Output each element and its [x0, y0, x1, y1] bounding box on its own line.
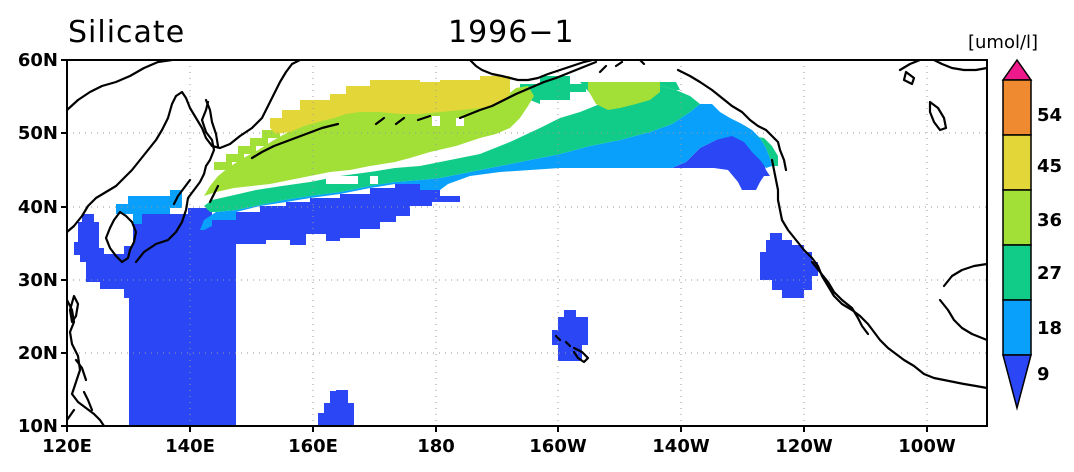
silicate-cell-group-gulf-alaska-north [588, 82, 660, 110]
silicate-region-lt9 [74, 132, 818, 426]
coastline-baja [810, 260, 870, 336]
silicate-cell-group-hawaii [552, 310, 588, 361]
units-label: [umol/l] [968, 32, 1038, 53]
silicate-region-9-18 [116, 104, 772, 230]
coastlines [67, 60, 987, 426]
coastline-korea [104, 210, 138, 264]
coastline-china-south [67, 298, 106, 426]
lon-label-120w: 120W [775, 436, 833, 457]
lon-label-140e: 140E [165, 436, 215, 457]
silicate-cell-group-subarctic-front [200, 104, 772, 230]
colorbar-top-triangle [1001, 58, 1033, 81]
colorbar: 54 45 36 27 18 9 [1001, 58, 1062, 411]
colorbar-label-36: 36 [1037, 210, 1062, 231]
silicate-cell-group-coast-band [752, 136, 778, 166]
lon-label-100w: 100W [898, 436, 956, 457]
colorbar-seg-18-27 [1002, 244, 1032, 301]
colorbar-label-9: 9 [1037, 364, 1050, 385]
coastline-philippines [74, 358, 94, 412]
lat-label-50n: 50N [18, 123, 58, 144]
colorbar-seg-9-18 [1002, 299, 1032, 356]
silicate-region-36-45 [270, 76, 510, 134]
lat-label-40n: 40N [18, 197, 58, 218]
colorbar-seg-27-36 [1002, 189, 1032, 246]
silicate-field [67, 60, 987, 426]
silicate-cell-group-west-pacific [74, 184, 460, 426]
variable-title: Silicate [68, 15, 185, 50]
lat-label-60n: 60N [18, 50, 58, 71]
coastline-aleutians [250, 60, 598, 160]
plot-frame [66, 59, 988, 427]
colorbar-bottom-triangle [1002, 354, 1032, 411]
field-gap-d [370, 176, 378, 184]
silicate-cell-group-western-subarctic [204, 86, 534, 196]
lon-label-160w: 160W [529, 436, 587, 457]
lat-label-20n: 20N [18, 343, 58, 364]
map-plot-area: 120E 140E 160E 180 160W 140W 120W 100W 1… [18, 50, 988, 457]
colorbar-label-18: 18 [1037, 318, 1062, 339]
colorbar-label-45: 45 [1037, 156, 1062, 177]
lon-label-140w: 140W [652, 436, 710, 457]
silicate-cell-group-emperor [318, 390, 354, 426]
silicate-cell-group-core [270, 76, 510, 134]
lon-label-160e: 160E [288, 436, 338, 457]
coastline-east-asia [67, 60, 302, 234]
coastline-gulf-mexico [938, 262, 987, 342]
lon-label-120e: 120E [42, 436, 92, 457]
lat-label-10n: 10N [18, 416, 58, 437]
coastline-alaska [468, 60, 788, 172]
colorbar-label-54: 54 [1037, 105, 1062, 126]
colorbar-seg-36-45 [1002, 134, 1032, 191]
silicate-cell-group-alaska-gyre [672, 132, 770, 190]
coastline-hawaii [554, 334, 590, 364]
colorbar-seg-45-54 [1002, 79, 1032, 136]
lon-axis-labels: 120E 140E 160E 180 160W 140W 120W 100W [42, 436, 956, 457]
silicate-region-27-36 [204, 82, 660, 196]
date-title: 1996−1 [448, 15, 575, 50]
coastline-canada-north [898, 60, 987, 132]
colorbar-label-27: 27 [1037, 263, 1062, 284]
coastline-north-america-west [770, 158, 987, 390]
graticule [67, 60, 987, 426]
silicate-cell-group-okhotsk-edge [214, 130, 280, 170]
lat-label-30n: 30N [18, 270, 58, 291]
field-gap-c [326, 176, 358, 184]
silicate-cell-group-japan-sea [116, 190, 182, 224]
axis-ticks [61, 59, 928, 432]
lat-axis-labels: 10N 20N 30N 40N 50N 60N [18, 50, 58, 437]
coastline-sakhalin [204, 98, 220, 148]
field-gap-b [456, 118, 464, 126]
silicate-cell-group-bering [520, 76, 586, 104]
coastline-japan [134, 100, 220, 264]
coastline-taiwan [68, 294, 80, 324]
lon-label-180: 180 [417, 436, 455, 457]
